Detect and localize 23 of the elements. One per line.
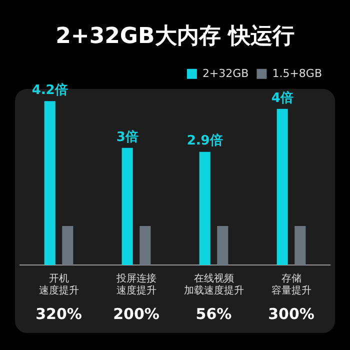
x-tick-label: 投屏连接速度提升	[115, 272, 156, 297]
bar	[62, 226, 74, 265]
bar	[44, 101, 56, 265]
bar	[294, 226, 306, 265]
data-label: 4倍	[271, 90, 294, 106]
chart-title: 2+32GB大内存 快运行	[56, 24, 294, 49]
text: 200%	[113, 304, 160, 323]
data-label: 3倍	[116, 128, 138, 145]
bar	[122, 148, 133, 265]
legend-label: 2+32GB	[202, 66, 249, 80]
data-label: 2.9倍	[186, 132, 223, 149]
text: 300%	[268, 304, 314, 323]
bar	[276, 108, 288, 265]
x-tick-label: 开机速度提升	[38, 272, 79, 297]
text: 320%	[36, 304, 82, 323]
bar	[140, 226, 151, 265]
bar	[217, 226, 228, 265]
legend-label: 1.5+8GB	[272, 66, 322, 80]
data-label: 4.2倍	[32, 82, 68, 98]
x-tick-label: 在线视频加载速度提升	[184, 272, 244, 297]
x-tick-label: 存储容量提升	[271, 272, 312, 297]
text: 56%	[196, 304, 232, 323]
bar	[199, 152, 210, 265]
